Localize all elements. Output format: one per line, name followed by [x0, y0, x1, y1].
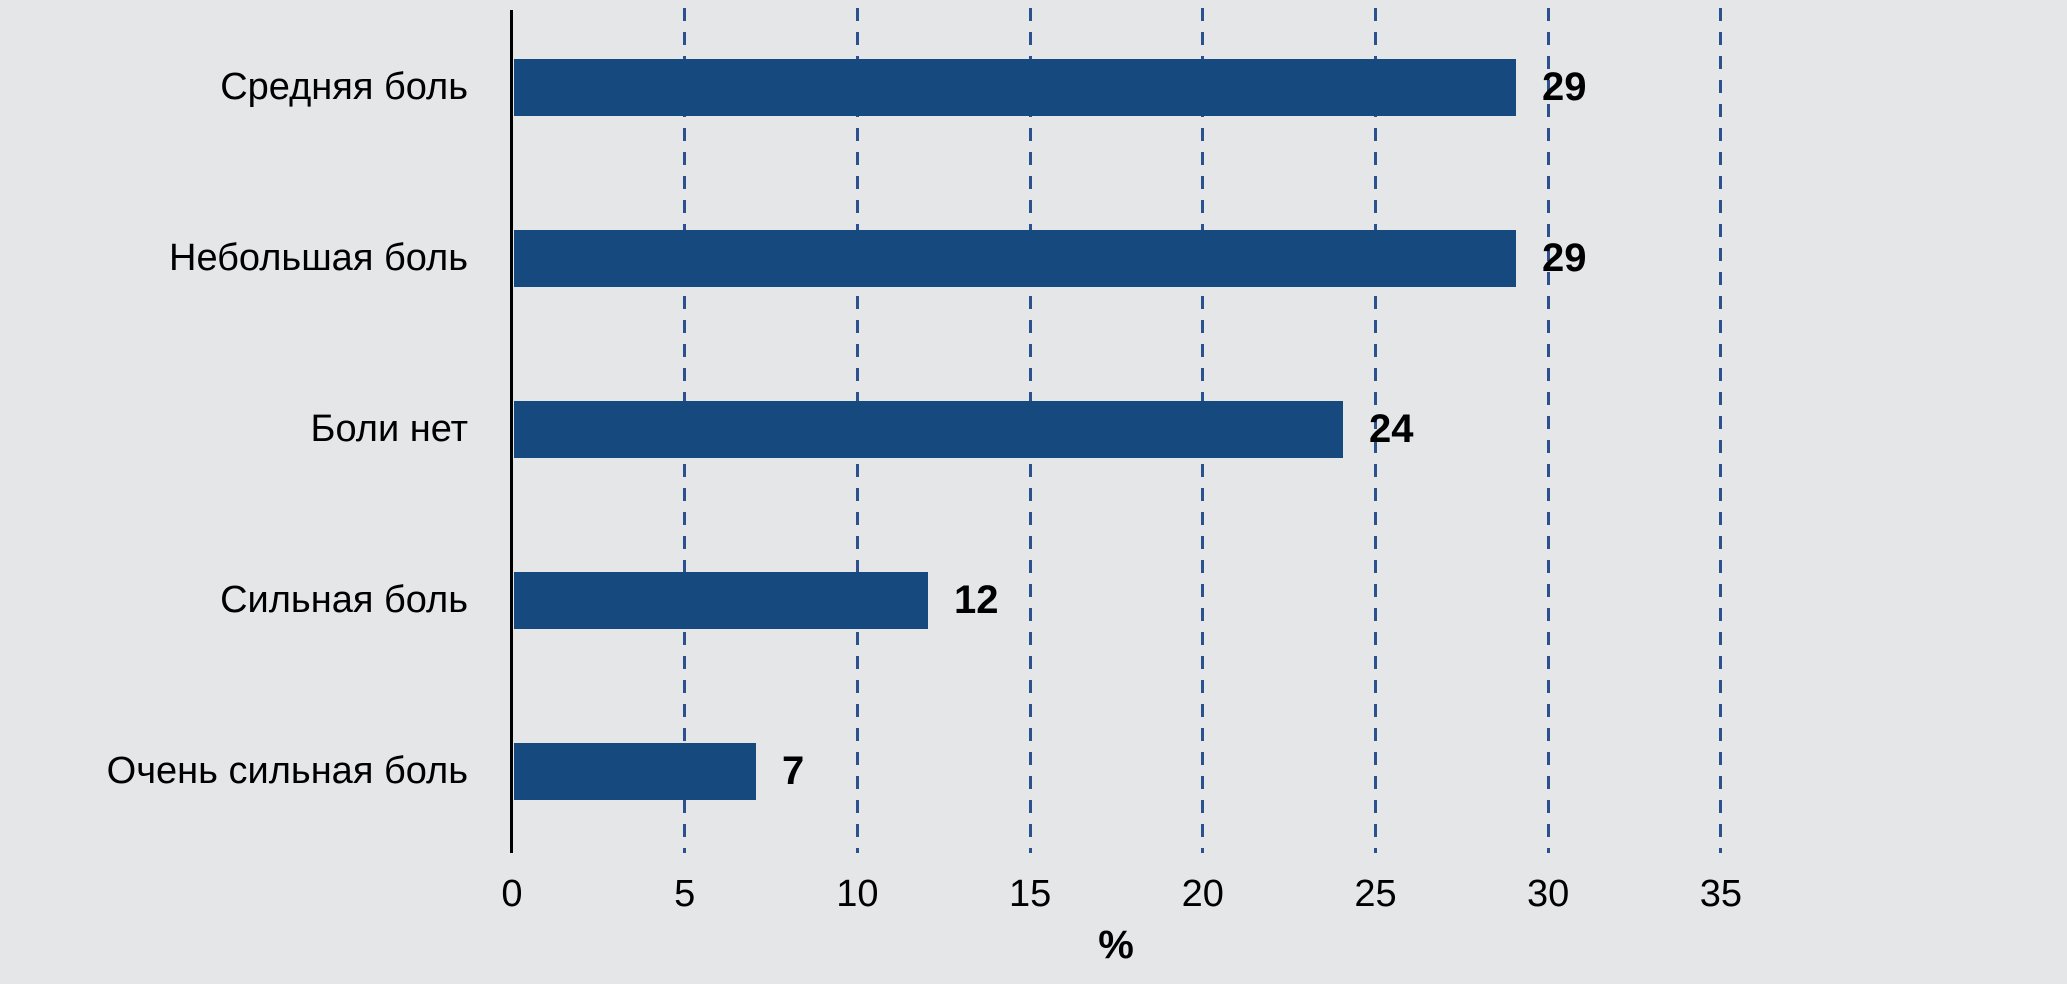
- category-label: Боли нет: [310, 408, 468, 450]
- bar-value-label: 29: [1542, 65, 1587, 109]
- bar: [514, 59, 1516, 116]
- gridline-30: [1546, 8, 1550, 853]
- x-tick-label-0: 0: [501, 873, 523, 915]
- bar: [514, 572, 928, 629]
- bar-value-label: 7: [782, 749, 805, 793]
- category-label: Средняя боль: [220, 66, 468, 108]
- category-label: Очень сильная боль: [106, 750, 468, 792]
- bar: [514, 401, 1343, 458]
- bar: [514, 743, 756, 800]
- x-axis-label: %: [1098, 923, 1134, 967]
- x-tick-label-25: 25: [1354, 873, 1397, 915]
- bar-value-label: 24: [1369, 407, 1414, 451]
- bar-value-label: 12: [954, 578, 999, 622]
- bar-value-label: 29: [1542, 236, 1587, 280]
- x-tick-label-35: 35: [1699, 873, 1743, 915]
- bar: [514, 230, 1516, 287]
- x-tick-label-5: 5: [674, 873, 696, 915]
- gridline-35: [1719, 8, 1723, 853]
- category-label: Небольшая боль: [169, 237, 468, 279]
- y-axis-line: [510, 10, 513, 853]
- x-tick-label-10: 10: [836, 873, 879, 915]
- x-tick-label-20: 20: [1181, 873, 1224, 915]
- gridline-25: [1374, 8, 1377, 853]
- x-tick-label-15: 15: [1008, 873, 1052, 915]
- category-label: Сильная боль: [220, 579, 468, 621]
- x-tick-label-30: 30: [1527, 873, 1570, 915]
